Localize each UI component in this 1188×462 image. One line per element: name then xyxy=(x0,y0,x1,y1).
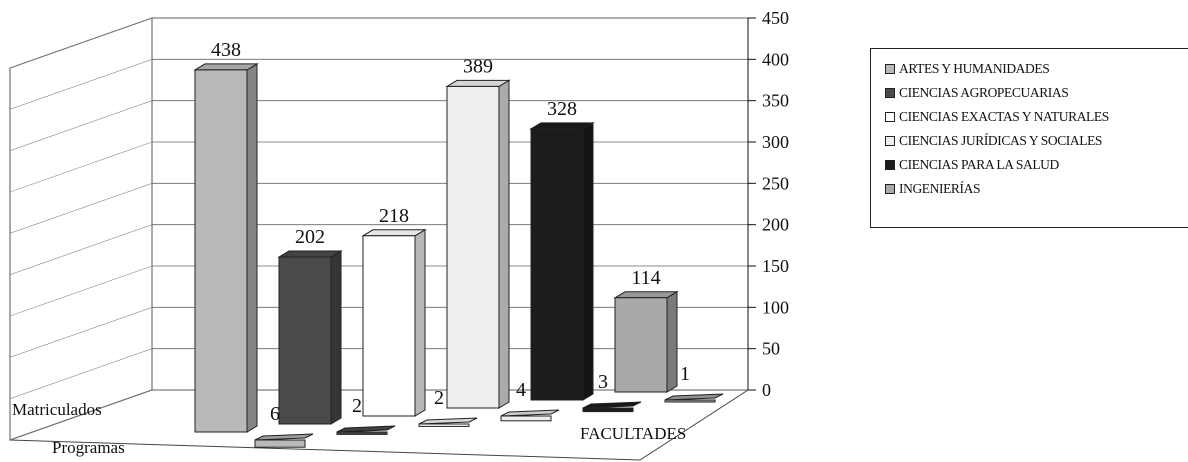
matriculados-value-label: 438 xyxy=(211,39,241,61)
legend-label: CIENCIAS EXACTAS Y NATURALES xyxy=(899,109,1109,124)
y-tick-label: 400 xyxy=(762,49,789,69)
row-label-programas: Programas xyxy=(52,438,125,457)
programas-value-label: 1 xyxy=(680,363,690,385)
programas-bar xyxy=(254,439,306,448)
side-gridline xyxy=(9,389,153,441)
side-gridline xyxy=(9,141,153,193)
matriculados-value-label: 389 xyxy=(463,55,493,77)
matriculados-bar xyxy=(362,235,416,417)
side-gridline xyxy=(9,348,153,399)
matriculados-value-label: 202 xyxy=(295,226,325,248)
legend-item: INGENIERÍAS xyxy=(885,177,1188,201)
y-tick-label: 200 xyxy=(762,215,789,235)
row-label-matriculados: Matriculados xyxy=(12,400,102,419)
matriculados-bar-top xyxy=(445,79,511,87)
programas-value-label: 6 xyxy=(270,403,280,425)
matriculados-bar-top xyxy=(193,63,259,71)
matriculados-bar-top xyxy=(361,229,427,237)
matriculados-bar-side xyxy=(498,79,510,409)
chart-legend: ARTES Y HUMANIDADES CIENCIAS AGROPECUARI… xyxy=(870,48,1188,228)
y-tick-label: 250 xyxy=(762,173,789,193)
x-axis-title: FACULTADES xyxy=(580,424,687,443)
matriculados-bar-side xyxy=(330,250,342,425)
side-gridline xyxy=(9,100,153,151)
programas-bar xyxy=(500,415,552,422)
y-tick-label: 50 xyxy=(762,339,780,359)
side-gridline xyxy=(9,183,153,234)
matriculados-bar-top xyxy=(529,122,595,130)
matriculados-value-label: 328 xyxy=(547,98,577,120)
programas-bar-top xyxy=(254,433,314,441)
y-tick-label: 450 xyxy=(762,8,789,28)
programas-value-label: 3 xyxy=(598,371,608,393)
legend-item: CIENCIAS JURÍDICAS Y SOCIALES xyxy=(885,129,1188,153)
programas-value-label: 4 xyxy=(516,379,526,401)
programas-bars xyxy=(254,393,724,448)
legend-label: CIENCIAS JURÍDICAS Y SOCIALES xyxy=(899,133,1103,148)
programas-bar-top xyxy=(418,417,478,425)
side-gridline xyxy=(9,17,153,69)
programas-bar-top xyxy=(582,401,642,409)
value-axis: 0 50 100 150 200 250 300 350 400 450 xyxy=(747,8,789,400)
legend-label: CIENCIAS PARA LA SALUD xyxy=(899,157,1059,172)
programas-bar xyxy=(664,399,716,403)
legend-label: INGENIERÍAS xyxy=(899,181,981,196)
legend-item: CIENCIAS AGROPECUARIAS xyxy=(885,81,1188,105)
legend-item: CIENCIAS EXACTAS Y NATURALES xyxy=(885,105,1188,129)
legend-label: ARTES Y HUMANIDADES xyxy=(899,61,1050,76)
side-gridline xyxy=(9,307,153,358)
side-gridline xyxy=(9,224,153,275)
matriculados-bar-side xyxy=(582,121,594,401)
programas-bar-top xyxy=(664,393,724,401)
programas-value-label: 2 xyxy=(434,387,444,409)
legend-label: CIENCIAS AGROPECUARIAS xyxy=(899,85,1069,100)
matriculados-bar-top xyxy=(613,291,679,299)
y-tick-label: 350 xyxy=(762,91,789,111)
matriculados-bar xyxy=(446,85,500,409)
programas-bar xyxy=(418,423,470,427)
legend-swatch xyxy=(885,112,895,122)
side-gridline xyxy=(9,265,153,317)
matriculados-bar xyxy=(530,128,584,401)
matriculados-bar-side xyxy=(666,290,678,393)
side-gridline xyxy=(9,59,153,110)
legend-swatch xyxy=(885,64,895,74)
programas-bar xyxy=(582,407,634,413)
legend-item: ARTES Y HUMANIDADES xyxy=(885,57,1188,81)
y-tick-label: 0 xyxy=(762,380,771,400)
matriculados-bar xyxy=(278,256,332,425)
legend-item: CIENCIAS PARA LA SALUD xyxy=(885,153,1188,177)
y-tick-label: 300 xyxy=(762,132,789,152)
matriculados-bar xyxy=(194,69,248,433)
programas-bar-top xyxy=(336,425,396,433)
y-tick-label: 150 xyxy=(762,256,789,276)
side-wall xyxy=(9,17,153,441)
programas-bar-top xyxy=(500,409,560,417)
y-tick-label: 100 xyxy=(762,297,789,317)
legend-swatch xyxy=(885,136,895,146)
matriculados-bar-side xyxy=(246,63,258,433)
legend-swatch xyxy=(885,88,895,98)
matriculados-value-label: 114 xyxy=(631,267,660,289)
matriculados-bar xyxy=(614,297,668,393)
programas-value-label: 2 xyxy=(352,395,362,417)
legend-swatch xyxy=(885,184,895,194)
matriculados-value-label: 218 xyxy=(379,205,409,227)
matriculados-bar-top xyxy=(277,250,343,258)
data-labels: 6 438 2 202 2 218 4 389 3 328 1 114 xyxy=(211,39,690,425)
matriculados-bar-side xyxy=(414,228,426,417)
legend-swatch xyxy=(885,160,895,170)
programas-bar xyxy=(336,431,388,435)
matriculados-bars xyxy=(193,63,679,433)
